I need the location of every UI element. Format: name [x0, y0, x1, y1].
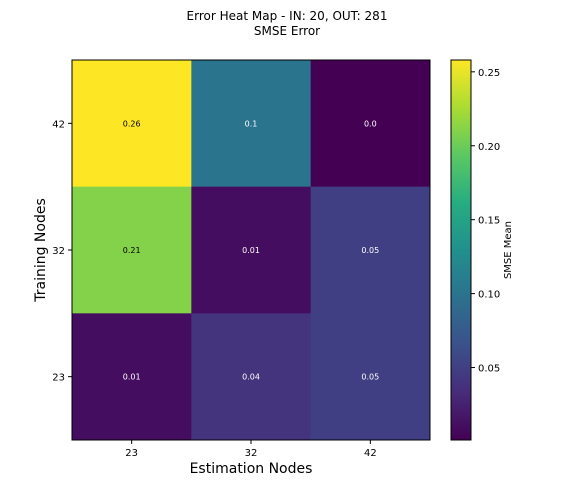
cell-value-label: 0.05	[361, 373, 379, 382]
cell-value-label: 0.04	[242, 373, 260, 382]
x-axis-label: Estimation Nodes	[190, 461, 313, 477]
heatmap-cell	[310, 186, 431, 314]
cell-value-label: 0.01	[123, 373, 141, 382]
x-tick-label: 23	[125, 448, 138, 459]
cell-value-label: 0.01	[242, 246, 260, 255]
y-tick-label: 32	[52, 246, 65, 257]
colorbar-ticks: 0.05 0.10 0.15 0.20 0.25	[471, 68, 500, 375]
heatmap-cell	[310, 313, 431, 441]
y-axis-label: Training Nodes	[33, 198, 49, 303]
heatmap-cell	[310, 60, 431, 188]
heatmap-cells: 0.26 0.1 0.0 0.21 0.01 0.05 0.01 0.04 0.05	[72, 60, 431, 441]
cell-value-label: 0.1	[245, 119, 258, 128]
colorbar-tick-label: 0.10	[478, 290, 500, 301]
colorbar-tick-label: 0.20	[478, 142, 500, 153]
cell-value-label: 0.0	[364, 119, 377, 128]
heatmap-cell	[72, 313, 192, 441]
colorbar	[450, 59, 472, 441]
colorbar-tick-label: 0.25	[478, 68, 500, 79]
cell-value-label: 0.26	[123, 119, 141, 128]
heatmap-cell	[72, 186, 192, 314]
heatmap-cell	[191, 313, 312, 441]
chart-title: Error Heat Map - IN: 20, OUT: 281	[187, 9, 388, 23]
heatmap-cell	[72, 60, 192, 188]
y-axis-ticks: 42 32 23	[52, 119, 72, 384]
chart-subtitle: SMSE Error	[254, 24, 320, 38]
colorbar-tick-label: 0.05	[478, 364, 500, 375]
x-tick-label: 32	[245, 448, 258, 459]
x-tick-label: 42	[364, 448, 377, 459]
cell-value-label: 0.21	[123, 246, 141, 255]
x-axis-ticks: 23 32 42	[125, 440, 377, 459]
heatmap-cell	[191, 186, 312, 314]
y-tick-label: 23	[52, 373, 65, 384]
heatmap-cell	[191, 60, 312, 188]
colorbar-label: SMSE Mean	[503, 221, 514, 279]
cell-value-label: 0.05	[361, 246, 379, 255]
colorbar-tick-label: 0.15	[478, 216, 500, 227]
y-tick-label: 42	[52, 119, 65, 130]
